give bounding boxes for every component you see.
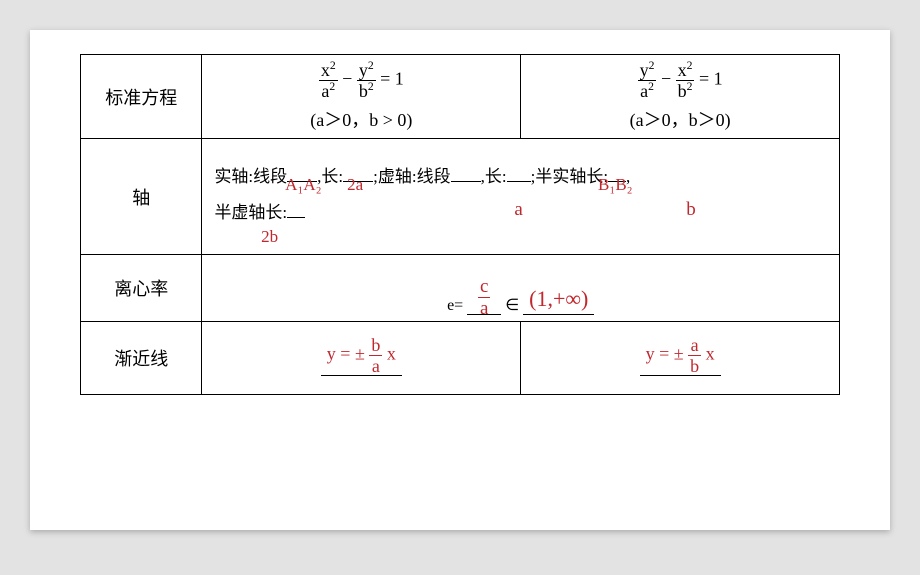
asym2-pre: y = ± xyxy=(646,344,684,364)
blank-len2 xyxy=(507,181,531,182)
row-asym: 渐近线 y = ± b a x y = ± a b x xyxy=(81,322,840,395)
label-standard: 标准方程 xyxy=(81,55,202,139)
ecc-set-wrap: (1,+∞) xyxy=(523,288,594,315)
blank-a1a2: A₁A₂ xyxy=(287,181,317,182)
ans-b1b2: B₁B₂ xyxy=(598,167,633,203)
eq2-cond: (a＞0，b＞0) xyxy=(529,106,831,132)
axis-t5: ;半实轴长: xyxy=(531,167,608,186)
cell-eq1: x2a2 − y2b2 = 1 (a＞0，b > 0) xyxy=(202,55,521,139)
ecc-frac: c a xyxy=(478,277,490,318)
blank-2b: 2b xyxy=(287,217,305,218)
ans-a: a xyxy=(514,190,522,230)
ecc-in: ∈ xyxy=(505,295,519,315)
label-asym: 渐近线 xyxy=(81,322,202,395)
row-axis: 轴 实轴:线段A₁A₂,长:2a;虚轴:线段,长:;半实轴长:B₁B₂, 半虚轴… xyxy=(81,139,840,255)
row-standard: 标准方程 x2a2 − y2b2 = 1 (a＞0，b > 0) y2a2 − … xyxy=(81,55,840,139)
eq2-formula: y2a2 − x2b2 = 1 xyxy=(529,61,831,100)
blank-b1b2: B₁B₂ xyxy=(608,181,626,182)
table-card: 标准方程 x2a2 − y2b2 = 1 (a＞0，b > 0) y2a2 − … xyxy=(30,30,890,530)
axis-t1: 实轴:线段 xyxy=(214,167,287,186)
ecc-frac-wrap: c a xyxy=(467,273,501,315)
asym1-num: b xyxy=(369,336,382,355)
eq1-formula: x2a2 − y2b2 = 1 xyxy=(210,61,512,100)
asym2-post: x xyxy=(706,344,715,364)
ecc-den: a xyxy=(478,297,490,318)
cell-ecc: e= c a ∈ (1,+∞) xyxy=(202,255,840,322)
cell-asym2: y = ± a b x xyxy=(521,322,840,395)
asym1-wrap: y = ± b a x xyxy=(321,336,402,376)
label-axis: 轴 xyxy=(81,139,202,255)
ans-2a: 2a xyxy=(347,167,363,203)
label-ecc: 离心率 xyxy=(81,255,202,322)
blank-2a: 2a xyxy=(343,181,373,182)
ans-b: b xyxy=(686,190,696,230)
asym1-post: x xyxy=(387,344,396,364)
ans-2b: 2b xyxy=(261,219,278,255)
axis-t3: ;虚轴:线段 xyxy=(373,167,450,186)
ecc-set: (1,+∞) xyxy=(523,286,594,311)
asym2-den: b xyxy=(688,355,701,375)
blank-seg2 xyxy=(451,181,481,182)
cell-eq2: y2a2 − x2b2 = 1 (a＞0，b＞0) xyxy=(521,55,840,139)
asym1-pre: y = ± xyxy=(327,344,365,364)
asym1-frac: b a xyxy=(369,336,382,375)
asym2-wrap: y = ± a b x xyxy=(640,336,721,376)
row-ecc: 离心率 e= c a ∈ (1,+∞) xyxy=(81,255,840,322)
cell-axis: 实轴:线段A₁A₂,长:2a;虚轴:线段,长:;半实轴长:B₁B₂, 半虚轴长:… xyxy=(202,139,840,255)
asym2-frac: a b xyxy=(688,336,701,375)
asym2-num: a xyxy=(688,336,701,355)
ecc-e: e= xyxy=(447,297,463,315)
hyperbola-table: 标准方程 x2a2 − y2b2 = 1 (a＞0，b > 0) y2a2 − … xyxy=(80,54,840,395)
axis-t4: ,长: xyxy=(481,167,507,186)
cell-asym1: y = ± b a x xyxy=(202,322,521,395)
asym1-den: a xyxy=(369,355,382,375)
ecc-num: c xyxy=(478,277,490,297)
ans-a1a2: A₁A₂ xyxy=(285,167,321,203)
eq1-cond: (a＞0，b > 0) xyxy=(210,106,512,132)
